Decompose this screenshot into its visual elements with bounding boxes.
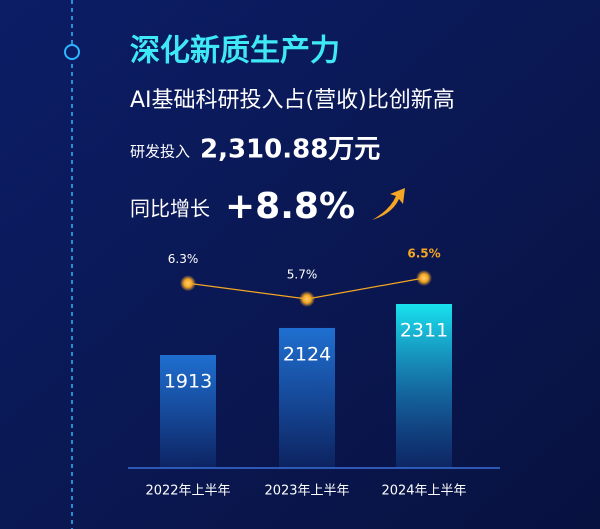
up-arrow xyxy=(372,188,405,220)
stat-label: 研发投入 xyxy=(130,143,190,161)
stat-value: 2,310.88万元 xyxy=(200,135,380,165)
line-point xyxy=(416,270,432,286)
line-label: 5.7% xyxy=(287,268,318,282)
line-label: 6.3% xyxy=(168,252,199,266)
stat-value: +8.8% xyxy=(225,186,355,227)
value-label: 2124 xyxy=(283,343,331,365)
stat-label: 同比增长 xyxy=(130,197,210,221)
x-tick-label: 2022年上半年 xyxy=(145,484,230,499)
x-tick-label: 2023年上半年 xyxy=(264,484,349,499)
deco-dot xyxy=(64,44,80,60)
line-point xyxy=(299,291,315,307)
bar xyxy=(396,304,452,468)
bar xyxy=(279,327,335,468)
bar xyxy=(160,355,216,468)
value-label: 2311 xyxy=(400,320,448,342)
line-label: 6.5% xyxy=(407,247,440,261)
subtitle: AI基础科研投入占(营收)比创新高 xyxy=(130,88,455,113)
x-tick-label: 2024年上半年 xyxy=(381,484,466,499)
line-point xyxy=(180,275,196,292)
value-label: 1913 xyxy=(164,371,212,393)
title: 深化新质生产力 xyxy=(130,34,340,69)
